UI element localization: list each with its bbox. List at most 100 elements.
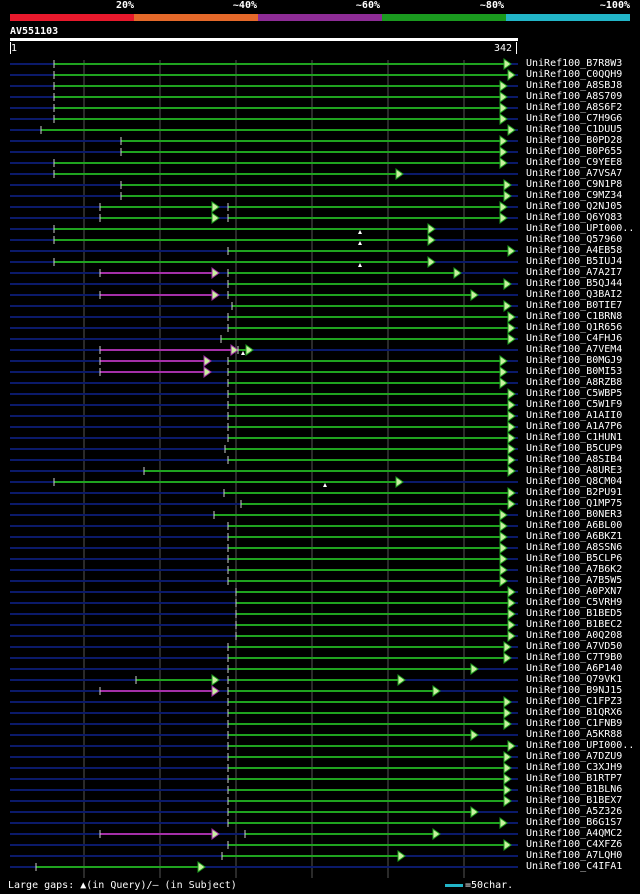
segment-end-arrow xyxy=(507,487,516,499)
hit-label[interactable]: UniRef100_C3XJH9 xyxy=(526,762,623,773)
hit-label[interactable]: UniRef100_C7T9B0 xyxy=(526,652,623,663)
hit-label[interactable]: UniRef100_A8SBJ8 xyxy=(526,80,623,91)
hit-label[interactable]: UniRef100_B1QRX6 xyxy=(526,707,623,718)
hit-label[interactable]: UniRef100_UPI000.. xyxy=(526,740,635,751)
hit-label[interactable]: UniRef100_B5CLP6 xyxy=(526,553,623,564)
hit-label[interactable]: UniRef100_B1RTP7 xyxy=(526,773,623,784)
hit-label[interactable]: UniRef100_Q57960 xyxy=(526,234,623,245)
ruler-end-label: 342 xyxy=(494,43,513,54)
segment-end-arrow xyxy=(503,696,512,708)
hit-label[interactable]: UniRef100_C5VRH9 xyxy=(526,597,623,608)
hit-label[interactable]: UniRef100_A7VSA7 xyxy=(526,168,623,179)
hit-label[interactable]: UniRef100_C1DUU5 xyxy=(526,124,623,135)
hit-label[interactable]: UniRef100_A7VD50 xyxy=(526,641,623,652)
segment-end-arrow xyxy=(499,102,508,114)
hit-label[interactable]: UniRef100_Q3BAI2 xyxy=(526,289,623,300)
hit-label[interactable]: UniRef100_B6G1S7 xyxy=(526,817,623,828)
segment-end-arrow xyxy=(507,333,516,345)
segment-end-arrow xyxy=(507,454,516,466)
hit-label[interactable]: UniRef100_C4XFZ6 xyxy=(526,839,623,850)
color-seg-4 xyxy=(382,14,506,21)
hit-label[interactable]: UniRef100_A7DZU9 xyxy=(526,751,623,762)
hit-label[interactable]: UniRef100_Q2NJ05 xyxy=(526,201,623,212)
hit-label[interactable]: UniRef100_C7H9G6 xyxy=(526,113,623,124)
hit-label[interactable]: UniRef100_A8S6F2 xyxy=(526,102,623,113)
hit-label[interactable]: UniRef100_C1FNB9 xyxy=(526,718,623,729)
hit-label[interactable]: UniRef100_A6BKZ1 xyxy=(526,531,623,542)
hit-label[interactable]: UniRef100_B9NJ15 xyxy=(526,685,623,696)
segment-end-arrow xyxy=(507,443,516,455)
hit-label[interactable]: UniRef100_A8URE3 xyxy=(526,465,623,476)
hit-label[interactable]: UniRef100_A5Z326 xyxy=(526,806,623,817)
hit-label[interactable]: UniRef100_C0QQH9 xyxy=(526,69,623,80)
hit-label[interactable]: UniRef100_C9N1P8 xyxy=(526,179,623,190)
hit-label[interactable]: UniRef100_A0PXN7 xyxy=(526,586,623,597)
hit-label[interactable]: UniRef100_A8S709 xyxy=(526,91,623,102)
segment-end-arrow xyxy=(397,674,406,686)
segment-end-arrow xyxy=(211,267,220,279)
hit-label[interactable]: UniRef100_C5W1F9 xyxy=(526,399,623,410)
hit-label[interactable]: UniRef100_B0PD28 xyxy=(526,135,623,146)
hit-label[interactable]: UniRef100_C1FPZ3 xyxy=(526,696,623,707)
hit-label[interactable]: UniRef100_A4EB58 xyxy=(526,245,623,256)
hit-label[interactable]: UniRef100_C5WBP5 xyxy=(526,388,623,399)
hit-label[interactable]: UniRef100_A1A7P6 xyxy=(526,421,623,432)
hit-label[interactable]: UniRef100_C9YEE8 xyxy=(526,157,623,168)
hit-label[interactable]: UniRef100_A8SIB4 xyxy=(526,454,623,465)
hit-label[interactable]: UniRef100_C4IFA1 xyxy=(526,861,623,872)
hit-label[interactable]: UniRef100_B1BED5 xyxy=(526,608,623,619)
legend-label-100: ~100% xyxy=(599,0,630,11)
query-gap-marker xyxy=(358,241,362,245)
hit-label[interactable]: UniRef100_Q79VK1 xyxy=(526,674,623,685)
hit-label[interactable]: UniRef100_C9MZ34 xyxy=(526,190,623,201)
hit-label[interactable]: UniRef100_Q6YQ83 xyxy=(526,212,623,223)
hit-label[interactable]: UniRef100_A7B5W5 xyxy=(526,575,623,586)
segment-end-arrow xyxy=(427,234,436,246)
hit-label[interactable]: UniRef100_B2PU91 xyxy=(526,487,623,498)
segment-end-arrow xyxy=(503,58,512,70)
hit-label[interactable]: UniRef100_A0Q208 xyxy=(526,630,623,641)
hit-label[interactable]: UniRef100_B5QJ44 xyxy=(526,278,623,289)
hit-label[interactable]: UniRef100_A6P140 xyxy=(526,663,623,674)
hit-label[interactable]: UniRef100_A7LQH0 xyxy=(526,850,623,861)
hit-label[interactable]: UniRef100_A8SSN6 xyxy=(526,542,623,553)
hit-label[interactable]: UniRef100_B1BEC2 xyxy=(526,619,623,630)
hit-label[interactable]: UniRef100_B0TIE7 xyxy=(526,300,623,311)
hit-label[interactable]: UniRef100_A1AII0 xyxy=(526,410,623,421)
hit-label[interactable]: UniRef100_B5CUP9 xyxy=(526,443,623,454)
hit-label[interactable]: UniRef100_Q1MP75 xyxy=(526,498,623,509)
legend-label-80: ~80% xyxy=(479,0,504,11)
segment-end-arrow xyxy=(503,707,512,719)
hit-label[interactable]: UniRef100_C1HUN1 xyxy=(526,432,623,443)
hit-label[interactable]: UniRef100_A7A2I7 xyxy=(526,267,623,278)
hit-label[interactable]: UniRef100_B0MGJ9 xyxy=(526,355,623,366)
hit-label[interactable]: UniRef100_A5KR88 xyxy=(526,729,623,740)
segment-end-arrow xyxy=(499,80,508,92)
segment-end-arrow xyxy=(470,806,479,818)
hit-label[interactable]: UniRef100_B1BEX7 xyxy=(526,795,623,806)
hit-label[interactable]: UniRef100_B7R8W3 xyxy=(526,58,623,69)
hit-label[interactable]: UniRef100_B0P655 xyxy=(526,146,623,157)
segment-end-arrow xyxy=(211,201,220,213)
hit-label[interactable]: UniRef100_Q1R656 xyxy=(526,322,623,333)
hit-label[interactable]: UniRef100_Q8CM04 xyxy=(526,476,623,487)
hit-label[interactable]: UniRef100_UPI000.. xyxy=(526,223,635,234)
segment-end-arrow xyxy=(245,344,254,356)
ruler-tick-end xyxy=(516,42,517,54)
segment-end-arrow xyxy=(507,619,516,631)
legend-label-60: ~60% xyxy=(355,0,380,11)
hit-label[interactable]: UniRef100_B5IUJ4 xyxy=(526,256,623,267)
hit-label[interactable]: UniRef100_B1BLN6 xyxy=(526,784,623,795)
hit-label[interactable]: UniRef100_A4QMC2 xyxy=(526,828,623,839)
hit-label[interactable]: UniRef100_A7B6K2 xyxy=(526,564,623,575)
hit-label[interactable]: UniRef100_B0MI53 xyxy=(526,366,623,377)
hit-label[interactable]: UniRef100_A7VEM4 xyxy=(526,344,623,355)
hit-label[interactable]: UniRef100_B0NER3 xyxy=(526,509,623,520)
hit-label[interactable]: UniRef100_C4FHJ6 xyxy=(526,333,623,344)
legend-label-20: 20% xyxy=(115,0,134,11)
gaps-legend: Large gaps: ▲(in Query)/— (in Subject) xyxy=(8,880,237,891)
segment-end-arrow xyxy=(499,542,508,554)
hit-label[interactable]: UniRef100_A6BL00 xyxy=(526,520,623,531)
hit-label[interactable]: UniRef100_A8RZB8 xyxy=(526,377,623,388)
hit-label[interactable]: UniRef100_C1BRN8 xyxy=(526,311,623,322)
